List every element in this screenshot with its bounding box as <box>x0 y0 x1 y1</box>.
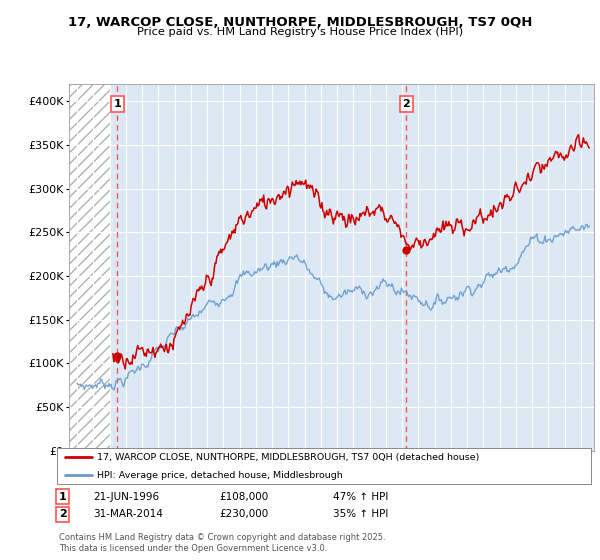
Text: 2: 2 <box>403 99 410 109</box>
Text: Price paid vs. HM Land Registry's House Price Index (HPI): Price paid vs. HM Land Registry's House … <box>137 27 463 37</box>
Text: 1: 1 <box>113 99 121 109</box>
Text: 47% ↑ HPI: 47% ↑ HPI <box>333 492 388 502</box>
Text: 17, WARCOP CLOSE, NUNTHORPE, MIDDLESBROUGH, TS7 0QH (detached house): 17, WARCOP CLOSE, NUNTHORPE, MIDDLESBROU… <box>97 452 479 461</box>
Text: Contains HM Land Registry data © Crown copyright and database right 2025.
This d: Contains HM Land Registry data © Crown c… <box>59 533 385 553</box>
Text: £230,000: £230,000 <box>219 509 268 519</box>
Text: 35% ↑ HPI: 35% ↑ HPI <box>333 509 388 519</box>
Text: 1: 1 <box>59 492 67 502</box>
Text: £108,000: £108,000 <box>219 492 268 502</box>
Text: 17, WARCOP CLOSE, NUNTHORPE, MIDDLESBROUGH, TS7 0QH: 17, WARCOP CLOSE, NUNTHORPE, MIDDLESBROU… <box>68 16 532 29</box>
Text: 21-JUN-1996: 21-JUN-1996 <box>93 492 159 502</box>
Text: 31-MAR-2014: 31-MAR-2014 <box>93 509 163 519</box>
Text: HPI: Average price, detached house, Middlesbrough: HPI: Average price, detached house, Midd… <box>97 471 343 480</box>
Text: 2: 2 <box>59 509 67 519</box>
